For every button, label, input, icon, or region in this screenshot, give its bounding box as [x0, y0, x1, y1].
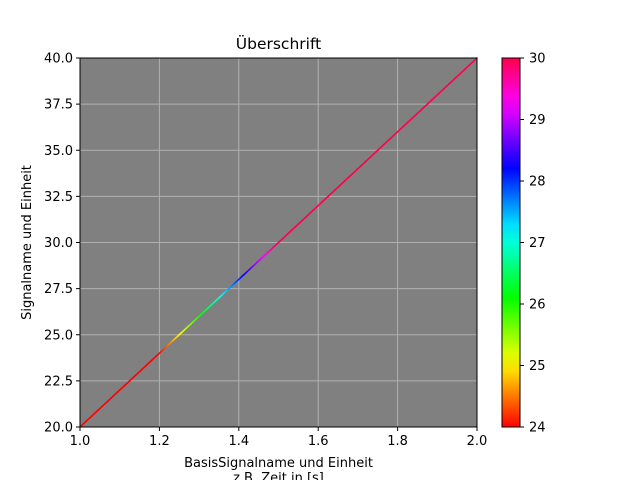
- y-tick-label: 30.0: [44, 236, 73, 251]
- chart-title: Überschrift: [236, 34, 321, 53]
- plot-area: [79, 57, 478, 428]
- x-axis-label-line2: z.B. Zeit in [s]: [233, 471, 324, 480]
- colorbar-tick-label: 24: [529, 421, 546, 436]
- colorbar-tick-label: 29: [529, 113, 546, 128]
- x-tick-label: 1.8: [387, 434, 408, 449]
- x-tick-label: 2.0: [467, 434, 488, 449]
- series-line: [79, 57, 478, 428]
- y-tick-label: 37.5: [44, 98, 73, 113]
- y-tick-label: 32.5: [44, 190, 73, 205]
- colorbar-tick-label: 28: [529, 175, 546, 190]
- colorbar: 24 25 26 27 28 29 30: [501, 52, 546, 436]
- x-axis-label: BasisSignalname und Einheit: [184, 456, 373, 471]
- colorbar-tick-label: 30: [529, 52, 546, 67]
- y-tick-label: 27.5: [44, 282, 73, 297]
- x-tick-label: 1.0: [70, 434, 91, 449]
- colorbar-ticks: 24 25 26 27 28 29 30: [520, 52, 546, 436]
- y-tick-label: 22.5: [44, 374, 73, 389]
- colorbar-tick-label: 26: [529, 298, 546, 313]
- colorbar-tick-label: 27: [529, 236, 546, 251]
- y-tick-label: 20.0: [44, 421, 73, 436]
- x-tick-label: 1.6: [308, 434, 329, 449]
- colorbar-tick-label: 25: [529, 359, 546, 374]
- y-axis-ticks: 20.0 22.5 25.0 27.5 30.0 32.5 35.0 37.5 40.0: [44, 52, 80, 436]
- x-axis-ticks: 1.0 1.2 1.4 1.6 1.8 2.0: [70, 427, 488, 449]
- x-tick-label: 1.4: [228, 434, 249, 449]
- colorbar-gradient: [501, 57, 521, 428]
- x-tick-label: 1.2: [149, 434, 170, 449]
- y-tick-label: 25.0: [44, 328, 73, 343]
- y-tick-label: 35.0: [44, 144, 73, 159]
- y-tick-label: 40.0: [44, 52, 73, 67]
- y-axis-label: Signalname und Einheit: [20, 165, 35, 320]
